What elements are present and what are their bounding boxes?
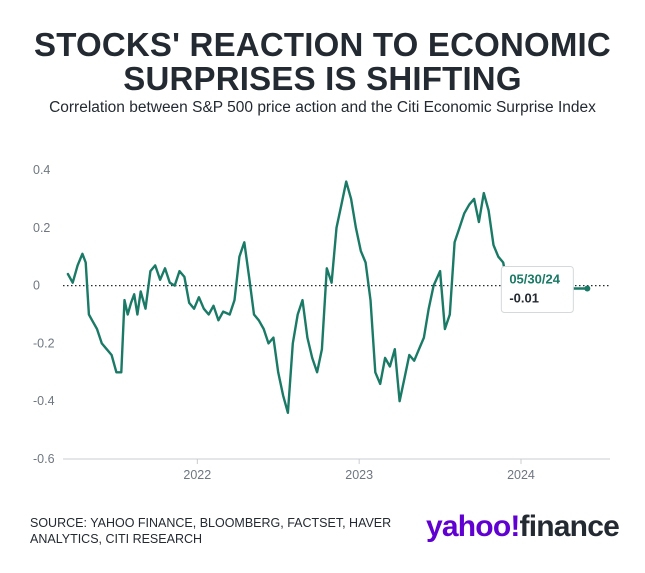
tooltip-box	[500, 265, 574, 313]
correlation-series-line	[66, 180, 589, 414]
x-axis: 2022 2023 2024	[63, 458, 610, 482]
title-line-1: STOCKS' REACTION TO ECONOMIC	[34, 26, 611, 63]
source-note: SOURCE: YAHOO FINANCE, BLOOMBERG, FACTSE…	[30, 516, 392, 546]
y-axis: 0.4 0.2 0 -0.2 -0.4 -0.6	[33, 163, 55, 466]
x-tick-label: 2023	[345, 468, 373, 482]
y-tick-label: 0.4	[33, 163, 50, 177]
yahoo-finance-logo: yahoo!finance	[426, 507, 620, 547]
x-tick-label: 2024	[507, 468, 535, 482]
tooltip-value: -0.01	[509, 290, 539, 305]
tooltip-point	[584, 285, 591, 292]
tooltip-date: 05/30/24	[509, 271, 560, 286]
line-chart: 0.4 0.2 0 -0.2 -0.4 -0.6 2022 2023 2024 05/30/2…	[33, 163, 610, 482]
y-tick-label: 0	[33, 279, 40, 293]
tooltip-annotation: 05/30/24 -0.01	[500, 265, 591, 313]
chart-title: STOCKS' REACTION TO ECONOMIC SURPRISES I…	[0, 28, 645, 96]
y-tick-label: -0.4	[33, 394, 55, 408]
x-tick-label: 2022	[183, 468, 211, 482]
title-line-2: SURPRISES IS SHIFTING	[123, 60, 522, 97]
chart-subtitle: Correlation between S&P 500 price action…	[49, 99, 596, 116]
y-tick-label: -0.2	[33, 336, 55, 350]
logo-brand: yahoo!	[426, 510, 520, 543]
logo-suffix: finance	[519, 510, 620, 543]
y-tick-label: -0.6	[33, 452, 55, 466]
y-tick-label: 0.2	[33, 221, 50, 235]
